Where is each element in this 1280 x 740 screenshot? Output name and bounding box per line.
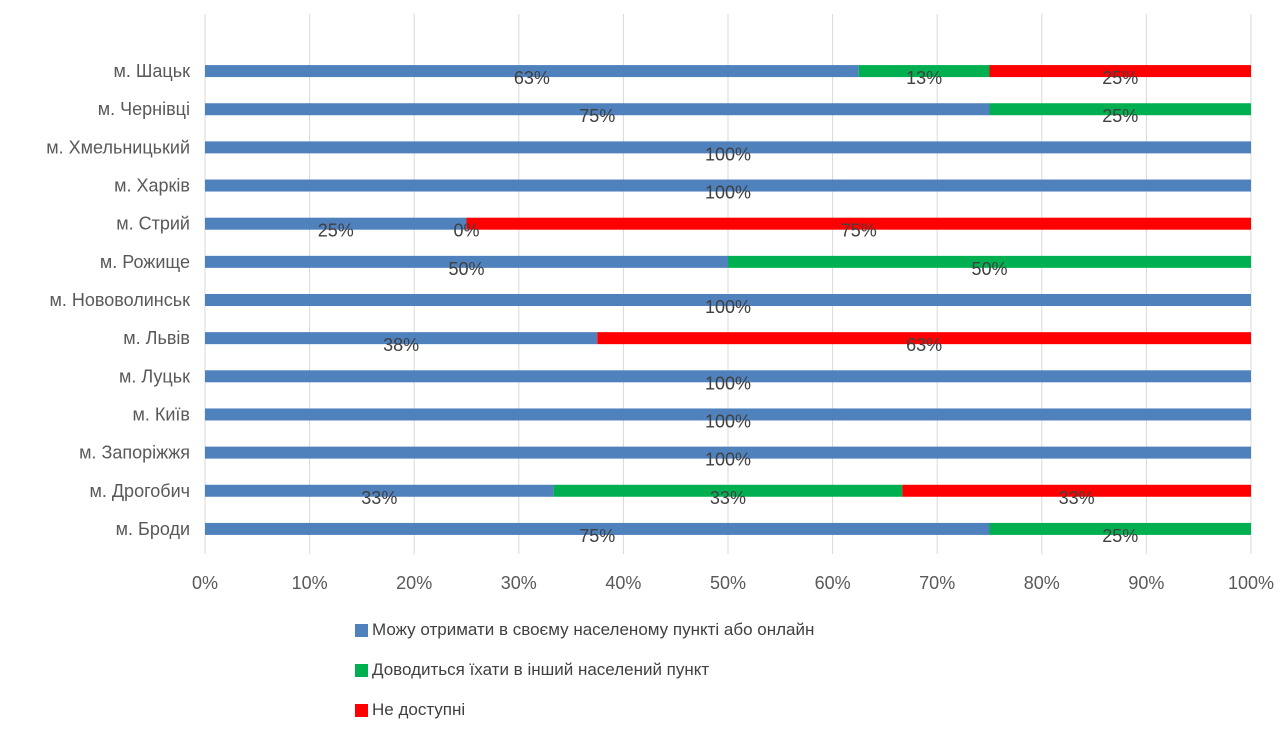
data-labels: 63% 13% 25% 75% 25% 100% 100% 25% 0% 75% 50% 50% 100… [318, 68, 1139, 546]
category-label: м. Чернівці [98, 99, 190, 119]
x-tick-label: 60% [815, 573, 851, 593]
bar-segment [597, 332, 1251, 345]
legend-label: Доводиться їхати в інший населений пункт [372, 660, 710, 679]
category-label: м. Рожище [100, 252, 190, 272]
bar-segment [553, 484, 903, 497]
bar-segment [205, 370, 1251, 383]
bar-segment [205, 217, 467, 230]
bar-segment [205, 255, 728, 268]
legend: Можу отримати в своєму населеному пункті… [355, 620, 814, 740]
x-tick-label: 90% [1128, 573, 1164, 593]
bar-segment [205, 141, 1251, 154]
category-label: м. Шацьк [114, 61, 191, 81]
bar-segment [728, 255, 1251, 268]
x-tick-label: 20% [396, 573, 432, 593]
category-label: м. Стрий [116, 214, 190, 234]
data-label: 75% [579, 526, 615, 546]
data-label: 25% [318, 221, 354, 241]
bar-segment [205, 103, 990, 116]
data-label: 75% [579, 106, 615, 126]
data-label: 100% [705, 450, 751, 470]
data-label: 38% [383, 335, 419, 355]
bar-segment [205, 332, 598, 345]
legend-item-series-0: Можу отримати в своєму населеному пункті… [355, 620, 814, 640]
category-label: м. Львів [123, 328, 190, 348]
bar-segment [205, 65, 859, 78]
x-tick-label: 10% [292, 573, 328, 593]
data-label: 33% [1059, 488, 1095, 508]
bar-segment [205, 522, 990, 535]
legend-item-series-2: Не доступні [355, 700, 814, 720]
legend-swatch-green [355, 663, 368, 677]
data-label: 100% [705, 373, 751, 393]
category-labels: м. Шацьк м. Чернівці м. Хмельницький м. Хар… [46, 61, 190, 539]
category-label: м. Запоріжжя [79, 443, 190, 463]
bar-segment [205, 294, 1251, 306]
data-label: 0% [453, 221, 479, 241]
bar-segment [989, 103, 1251, 116]
data-label: 50% [448, 259, 484, 279]
category-label: м. Броди [116, 519, 190, 539]
legend-label: Не доступні [372, 700, 466, 719]
x-tick-label: 30% [501, 573, 537, 593]
data-label: 63% [514, 68, 550, 88]
bar-segment [205, 484, 554, 497]
data-label: 100% [705, 411, 751, 431]
category-label: м. Луцьк [119, 366, 190, 386]
bar-segment [989, 65, 1251, 78]
data-label: 100% [705, 183, 751, 203]
x-tick-label: 100% [1228, 573, 1274, 593]
category-label: м. Харків [114, 176, 190, 196]
data-label: 25% [1102, 526, 1138, 546]
category-label: м. Київ [133, 404, 190, 424]
x-tick-label: 50% [710, 573, 746, 593]
data-label: 75% [841, 221, 877, 241]
data-label: 100% [705, 144, 751, 164]
x-tick-labels: 0% 10% 20% 30% 40% 50% 60% 70% 80% 90% 100% [192, 573, 1274, 593]
x-tick-label: 80% [1024, 573, 1060, 593]
data-label: 33% [710, 488, 746, 508]
gridlines [204, 14, 1252, 554]
category-label: м. Нововолинськ [50, 290, 191, 310]
data-label: 13% [906, 68, 942, 88]
data-label: 50% [971, 259, 1007, 279]
bar-segment [466, 217, 1251, 230]
bar-segment [205, 179, 1251, 192]
legend-item-series-1: Доводиться їхати в інший населений пункт [355, 660, 814, 680]
data-label: 33% [361, 488, 397, 508]
bars [205, 65, 1251, 535]
legend-swatch-blue [355, 623, 368, 637]
data-label: 63% [906, 335, 942, 355]
bar-segment [858, 65, 990, 78]
category-label: м. Дрогобич [89, 481, 190, 501]
data-label: 25% [1102, 68, 1138, 88]
bar-segment [205, 408, 1251, 421]
bar-segment [205, 446, 1251, 459]
data-label: 100% [705, 297, 751, 317]
bar-segment [989, 522, 1251, 535]
bar-segment [902, 484, 1251, 497]
x-tick-label: 40% [605, 573, 641, 593]
legend-label: Можу отримати в своєму населеному пункті… [372, 620, 815, 639]
legend-swatch-red [355, 703, 368, 717]
x-tick-label: 0% [192, 573, 218, 593]
data-label: 25% [1102, 106, 1138, 126]
x-tick-label: 70% [919, 573, 955, 593]
stacked-bar-chart: 63% 13% 25% 75% 25% 100% 100% 25% 0% 75% 50% 50% 100… [46, 14, 1274, 593]
category-label: м. Хмельницький [46, 137, 190, 157]
